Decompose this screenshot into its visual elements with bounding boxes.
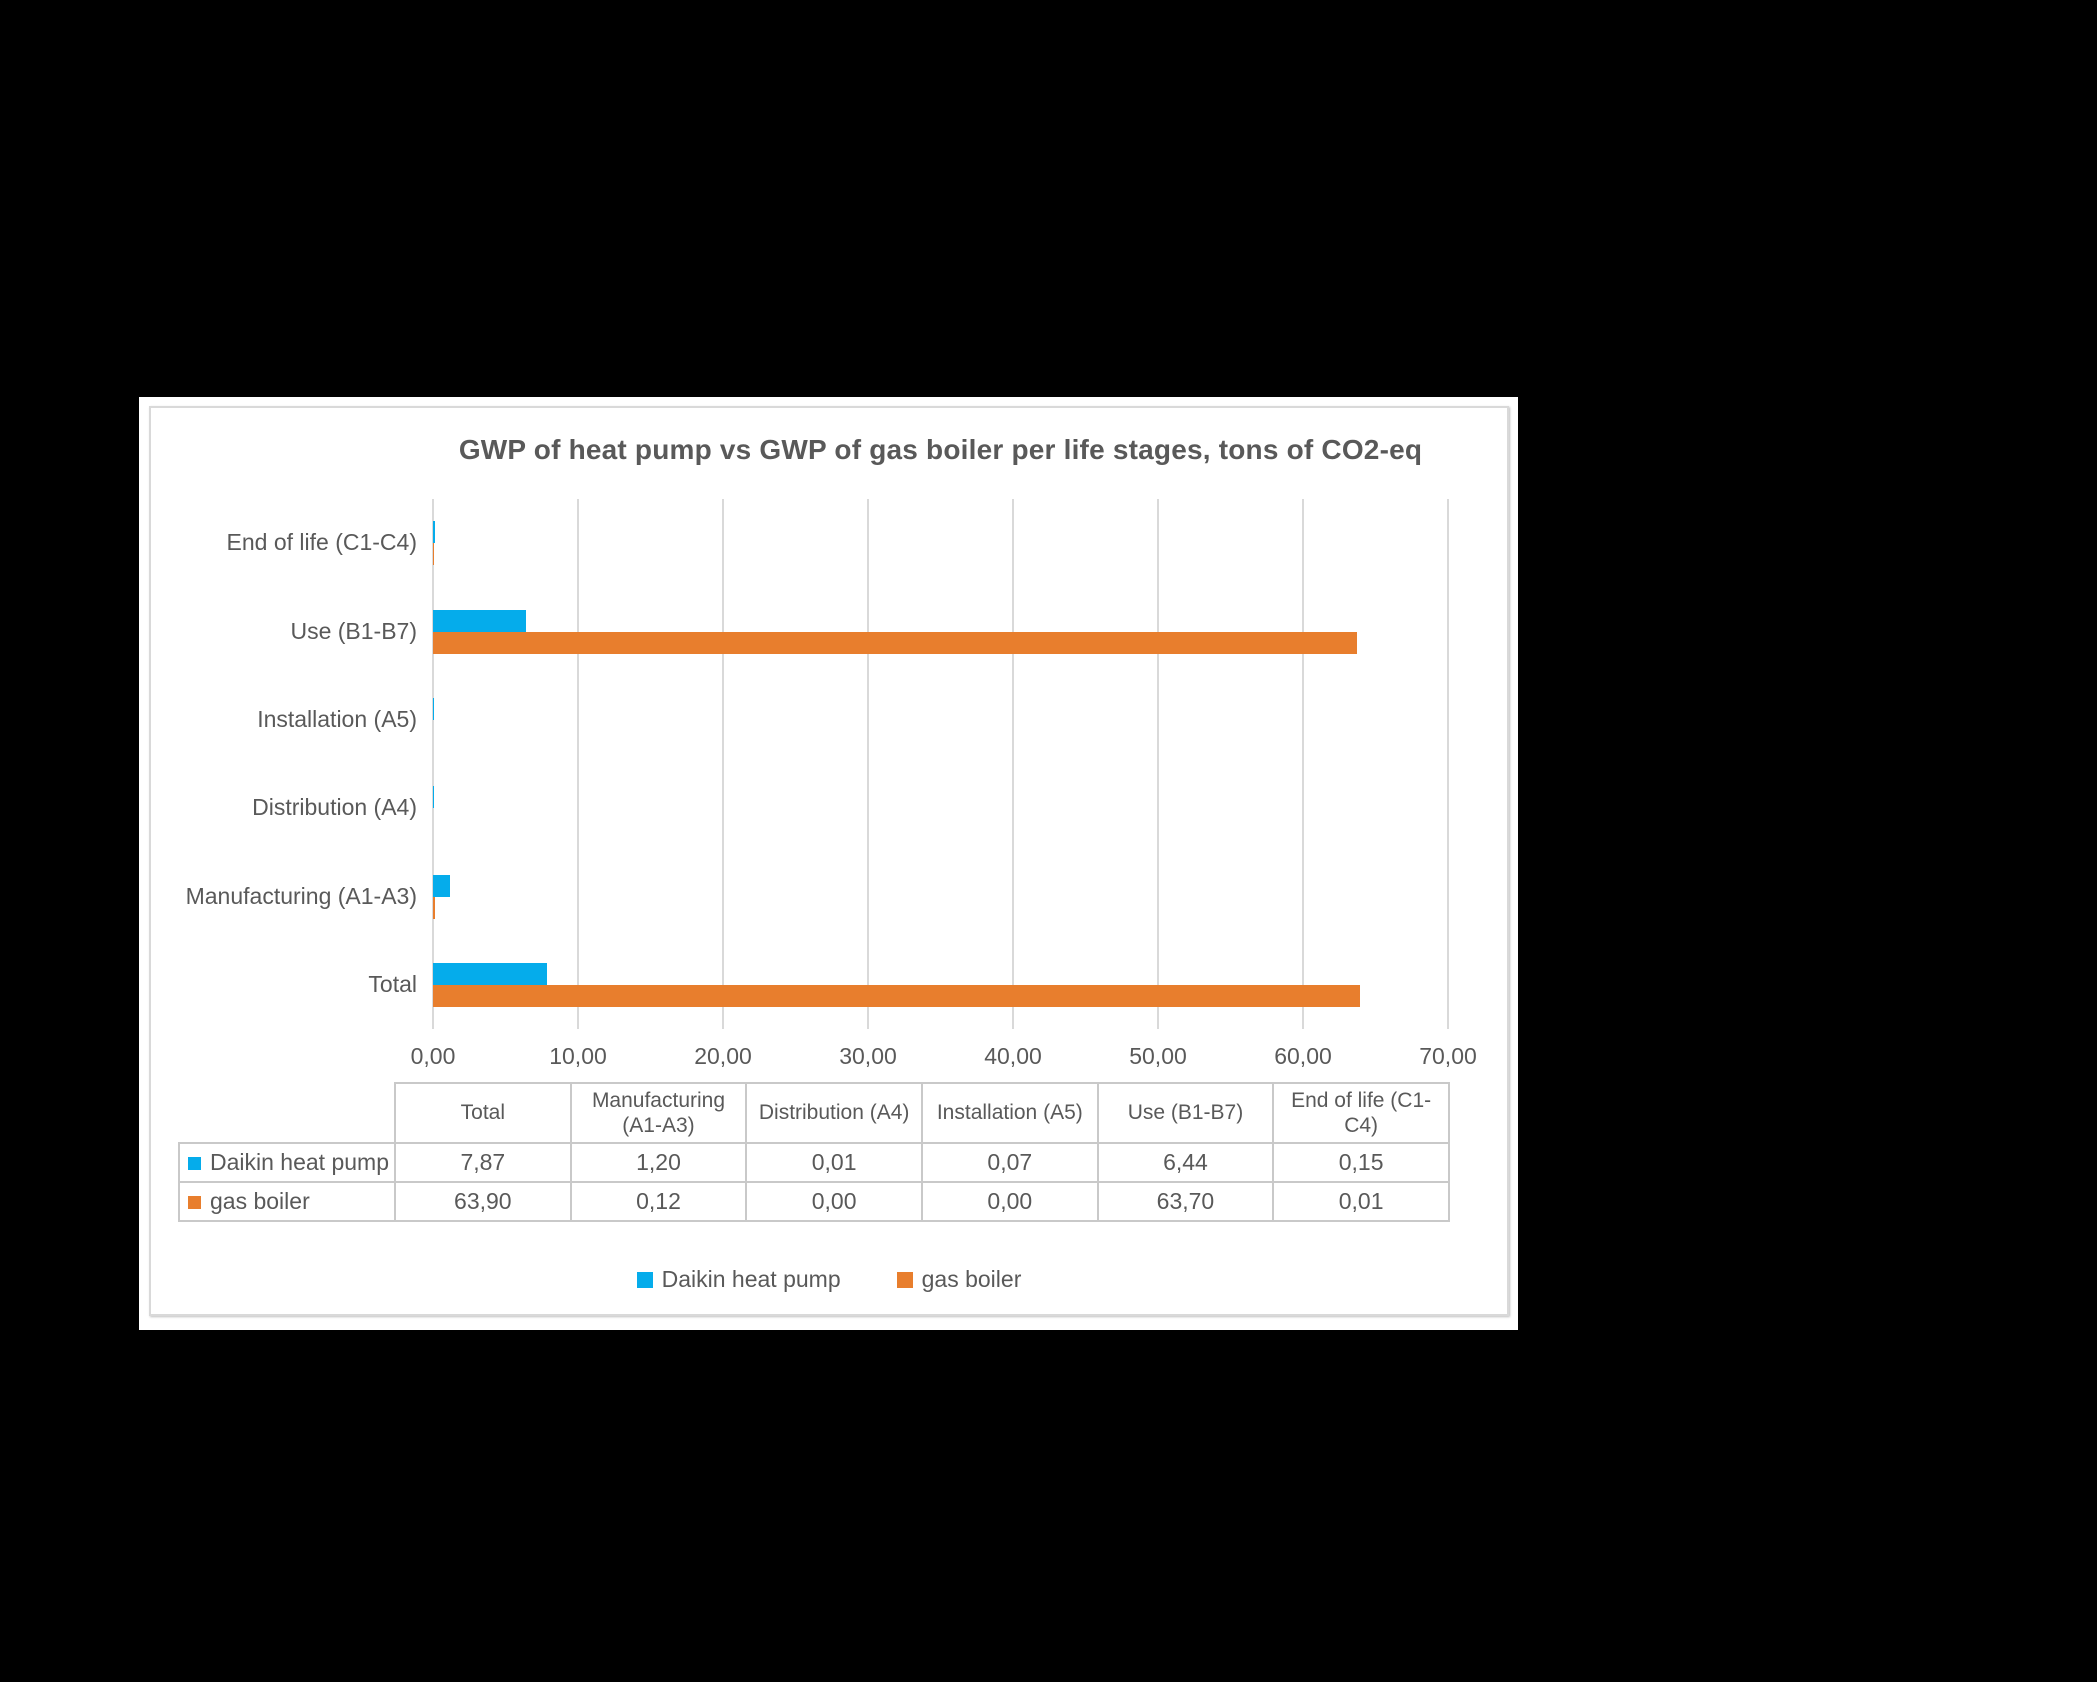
table-value-cell: 6,44 bbox=[1096, 1142, 1275, 1183]
table-column-header: End of life (C1-C4) bbox=[1272, 1082, 1450, 1144]
table-value-cell: 63,70 bbox=[1096, 1181, 1275, 1222]
bar-daikin-heat-pump bbox=[433, 609, 527, 632]
series-key-icon bbox=[188, 1196, 201, 1210]
bar-daikin-heat-pump bbox=[433, 697, 434, 720]
category-label: Installation (A5) bbox=[257, 705, 417, 732]
table-value-cell: 0,00 bbox=[745, 1181, 923, 1222]
table-row-label: Daikin heat pump bbox=[178, 1142, 396, 1183]
legend-label: Daikin heat pump bbox=[661, 1266, 841, 1292]
chart-title: GWP of heat pump vs GWP of gas boiler pe… bbox=[458, 434, 1423, 465]
table-column-header: Manufacturing (A1-A3) bbox=[569, 1082, 748, 1144]
bar-gas-boiler bbox=[433, 896, 435, 919]
legend-swatch-icon bbox=[636, 1271, 653, 1288]
category-label: Manufacturing (A1-A3) bbox=[185, 882, 417, 909]
axis-tick-label: 0,00 bbox=[410, 1043, 456, 1069]
legend-label: gas boiler bbox=[921, 1266, 1022, 1292]
table-value-cell: 0,01 bbox=[1272, 1181, 1450, 1222]
table-column-header: Distribution (A4) bbox=[745, 1082, 923, 1144]
table-value-cell: 0,00 bbox=[920, 1181, 1099, 1222]
legend-item: Daikin heat pump bbox=[636, 1266, 841, 1293]
axis-tick-label: 20,00 bbox=[694, 1043, 752, 1069]
axis-tick-label: 10,00 bbox=[549, 1043, 607, 1069]
bar-daikin-heat-pump bbox=[433, 874, 451, 897]
axis-tick-label: 60,00 bbox=[1274, 1043, 1332, 1069]
gridline bbox=[722, 499, 724, 1029]
table-column-header: Total bbox=[394, 1082, 572, 1144]
table-row: Daikin heat pump 7,87 1,20 0,01 0,07 6,44 0,15 bbox=[178, 1142, 1450, 1183]
axis-tick-label: 40,00 bbox=[984, 1043, 1042, 1069]
table-value-cell: 1,20 bbox=[569, 1142, 748, 1183]
plot-area bbox=[432, 499, 1449, 1029]
axis-tick-label: 70,00 bbox=[1419, 1043, 1477, 1069]
bar-daikin-heat-pump bbox=[433, 962, 548, 985]
axis-tick-label: 50,00 bbox=[1129, 1043, 1187, 1069]
bar-gas-boiler bbox=[433, 984, 1360, 1007]
axis-tick-label: 30,00 bbox=[839, 1043, 897, 1069]
table-row-label: gas boiler bbox=[178, 1181, 396, 1222]
legend-item: gas boiler bbox=[896, 1266, 1022, 1293]
series-key-icon bbox=[188, 1157, 201, 1171]
category-label: Total bbox=[368, 970, 417, 997]
table-value-cell: 0,01 bbox=[745, 1142, 923, 1183]
table-column-header: Installation (A5) bbox=[920, 1082, 1099, 1144]
category-label: Use (B1-B7) bbox=[290, 617, 417, 644]
gridline bbox=[867, 499, 869, 1029]
chart-legend: Daikin heat pump gas boiler bbox=[151, 1266, 1507, 1293]
table-row: gas boiler 63,90 0,12 0,00 0,00 63,70 0,01 bbox=[178, 1181, 1450, 1222]
bar-daikin-heat-pump bbox=[433, 521, 436, 544]
gridline bbox=[432, 499, 434, 1029]
bar-gas-boiler bbox=[433, 631, 1357, 654]
gridline bbox=[1302, 499, 1304, 1029]
table-value-cell: 0,07 bbox=[920, 1142, 1099, 1183]
gridline bbox=[1012, 499, 1014, 1029]
gridline bbox=[1157, 499, 1159, 1029]
category-label: Distribution (A4) bbox=[252, 794, 417, 821]
table-value-cell: 0,12 bbox=[569, 1181, 748, 1222]
gridline bbox=[1447, 499, 1449, 1029]
gridline bbox=[577, 499, 579, 1029]
table-corner-cell bbox=[179, 1083, 396, 1144]
chart-frame: GWP of heat pump vs GWP of gas boiler pe… bbox=[149, 406, 1509, 1316]
table-column-header: Use (B1-B7) bbox=[1096, 1082, 1275, 1144]
category-label: End of life (C1-C4) bbox=[226, 529, 417, 556]
data-table: Total Manufacturing (A1-A3) Distribution (… bbox=[178, 1082, 1450, 1222]
table-value-cell: 63,90 bbox=[394, 1181, 572, 1222]
document-sheet: GWP of heat pump vs GWP of gas boiler pe… bbox=[139, 397, 1518, 1330]
table-value-cell: 7,87 bbox=[394, 1142, 572, 1183]
legend-swatch-icon bbox=[896, 1271, 913, 1288]
table-value-cell: 0,15 bbox=[1272, 1142, 1450, 1183]
